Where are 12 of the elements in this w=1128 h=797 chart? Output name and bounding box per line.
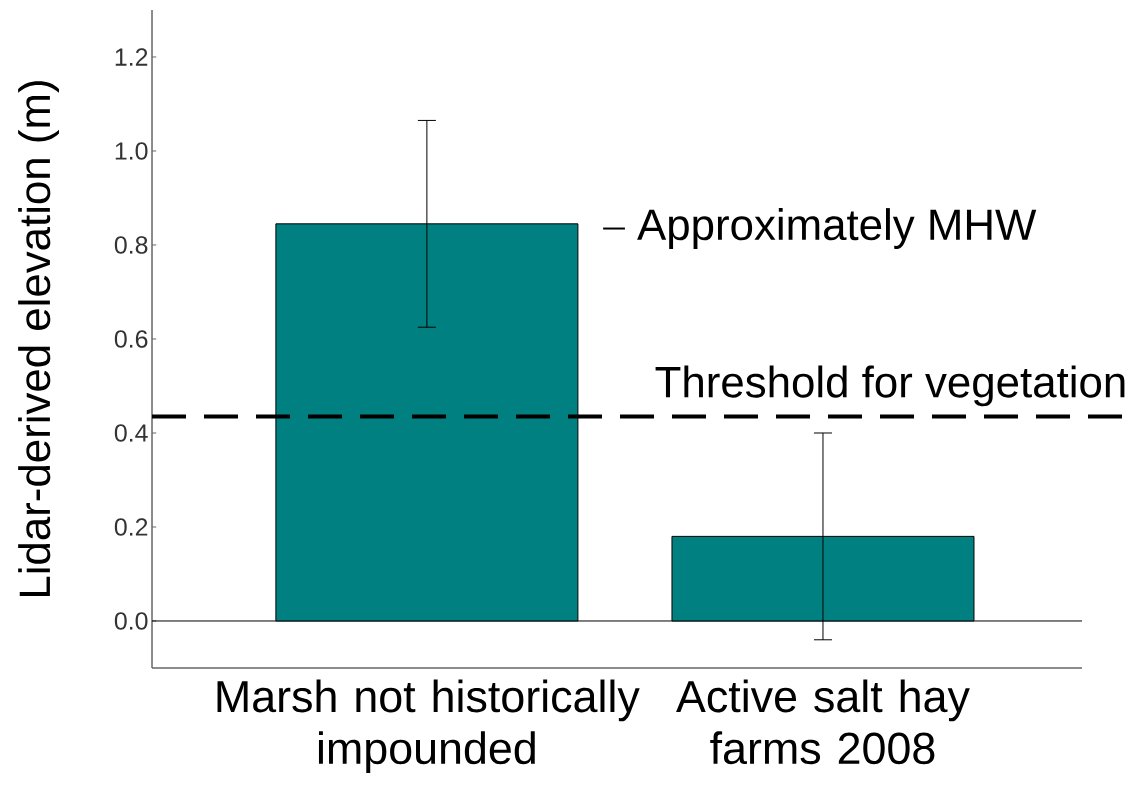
y-axis-title: Lidar-derived elevation (m) xyxy=(18,81,59,597)
x-tick-label: Marsh not historically impounded xyxy=(217,679,640,774)
annotation: Approximately MHW xyxy=(637,208,1037,249)
y-tick-label: 0.2 xyxy=(114,518,148,536)
y-tick-label: 0.0 xyxy=(114,612,148,630)
y-tick-label: 0.6 xyxy=(114,330,148,348)
y-tick-label: 0.4 xyxy=(114,424,148,442)
y-tick-label: 0.8 xyxy=(114,236,148,254)
x-tick-label: Active salt hay farms 2008 xyxy=(676,679,970,765)
ref-line-label: Threshold for vegetation xyxy=(655,365,1125,407)
y-tick-label: 1.0 xyxy=(115,142,148,160)
y-tick-label: 1.2 xyxy=(115,48,148,66)
